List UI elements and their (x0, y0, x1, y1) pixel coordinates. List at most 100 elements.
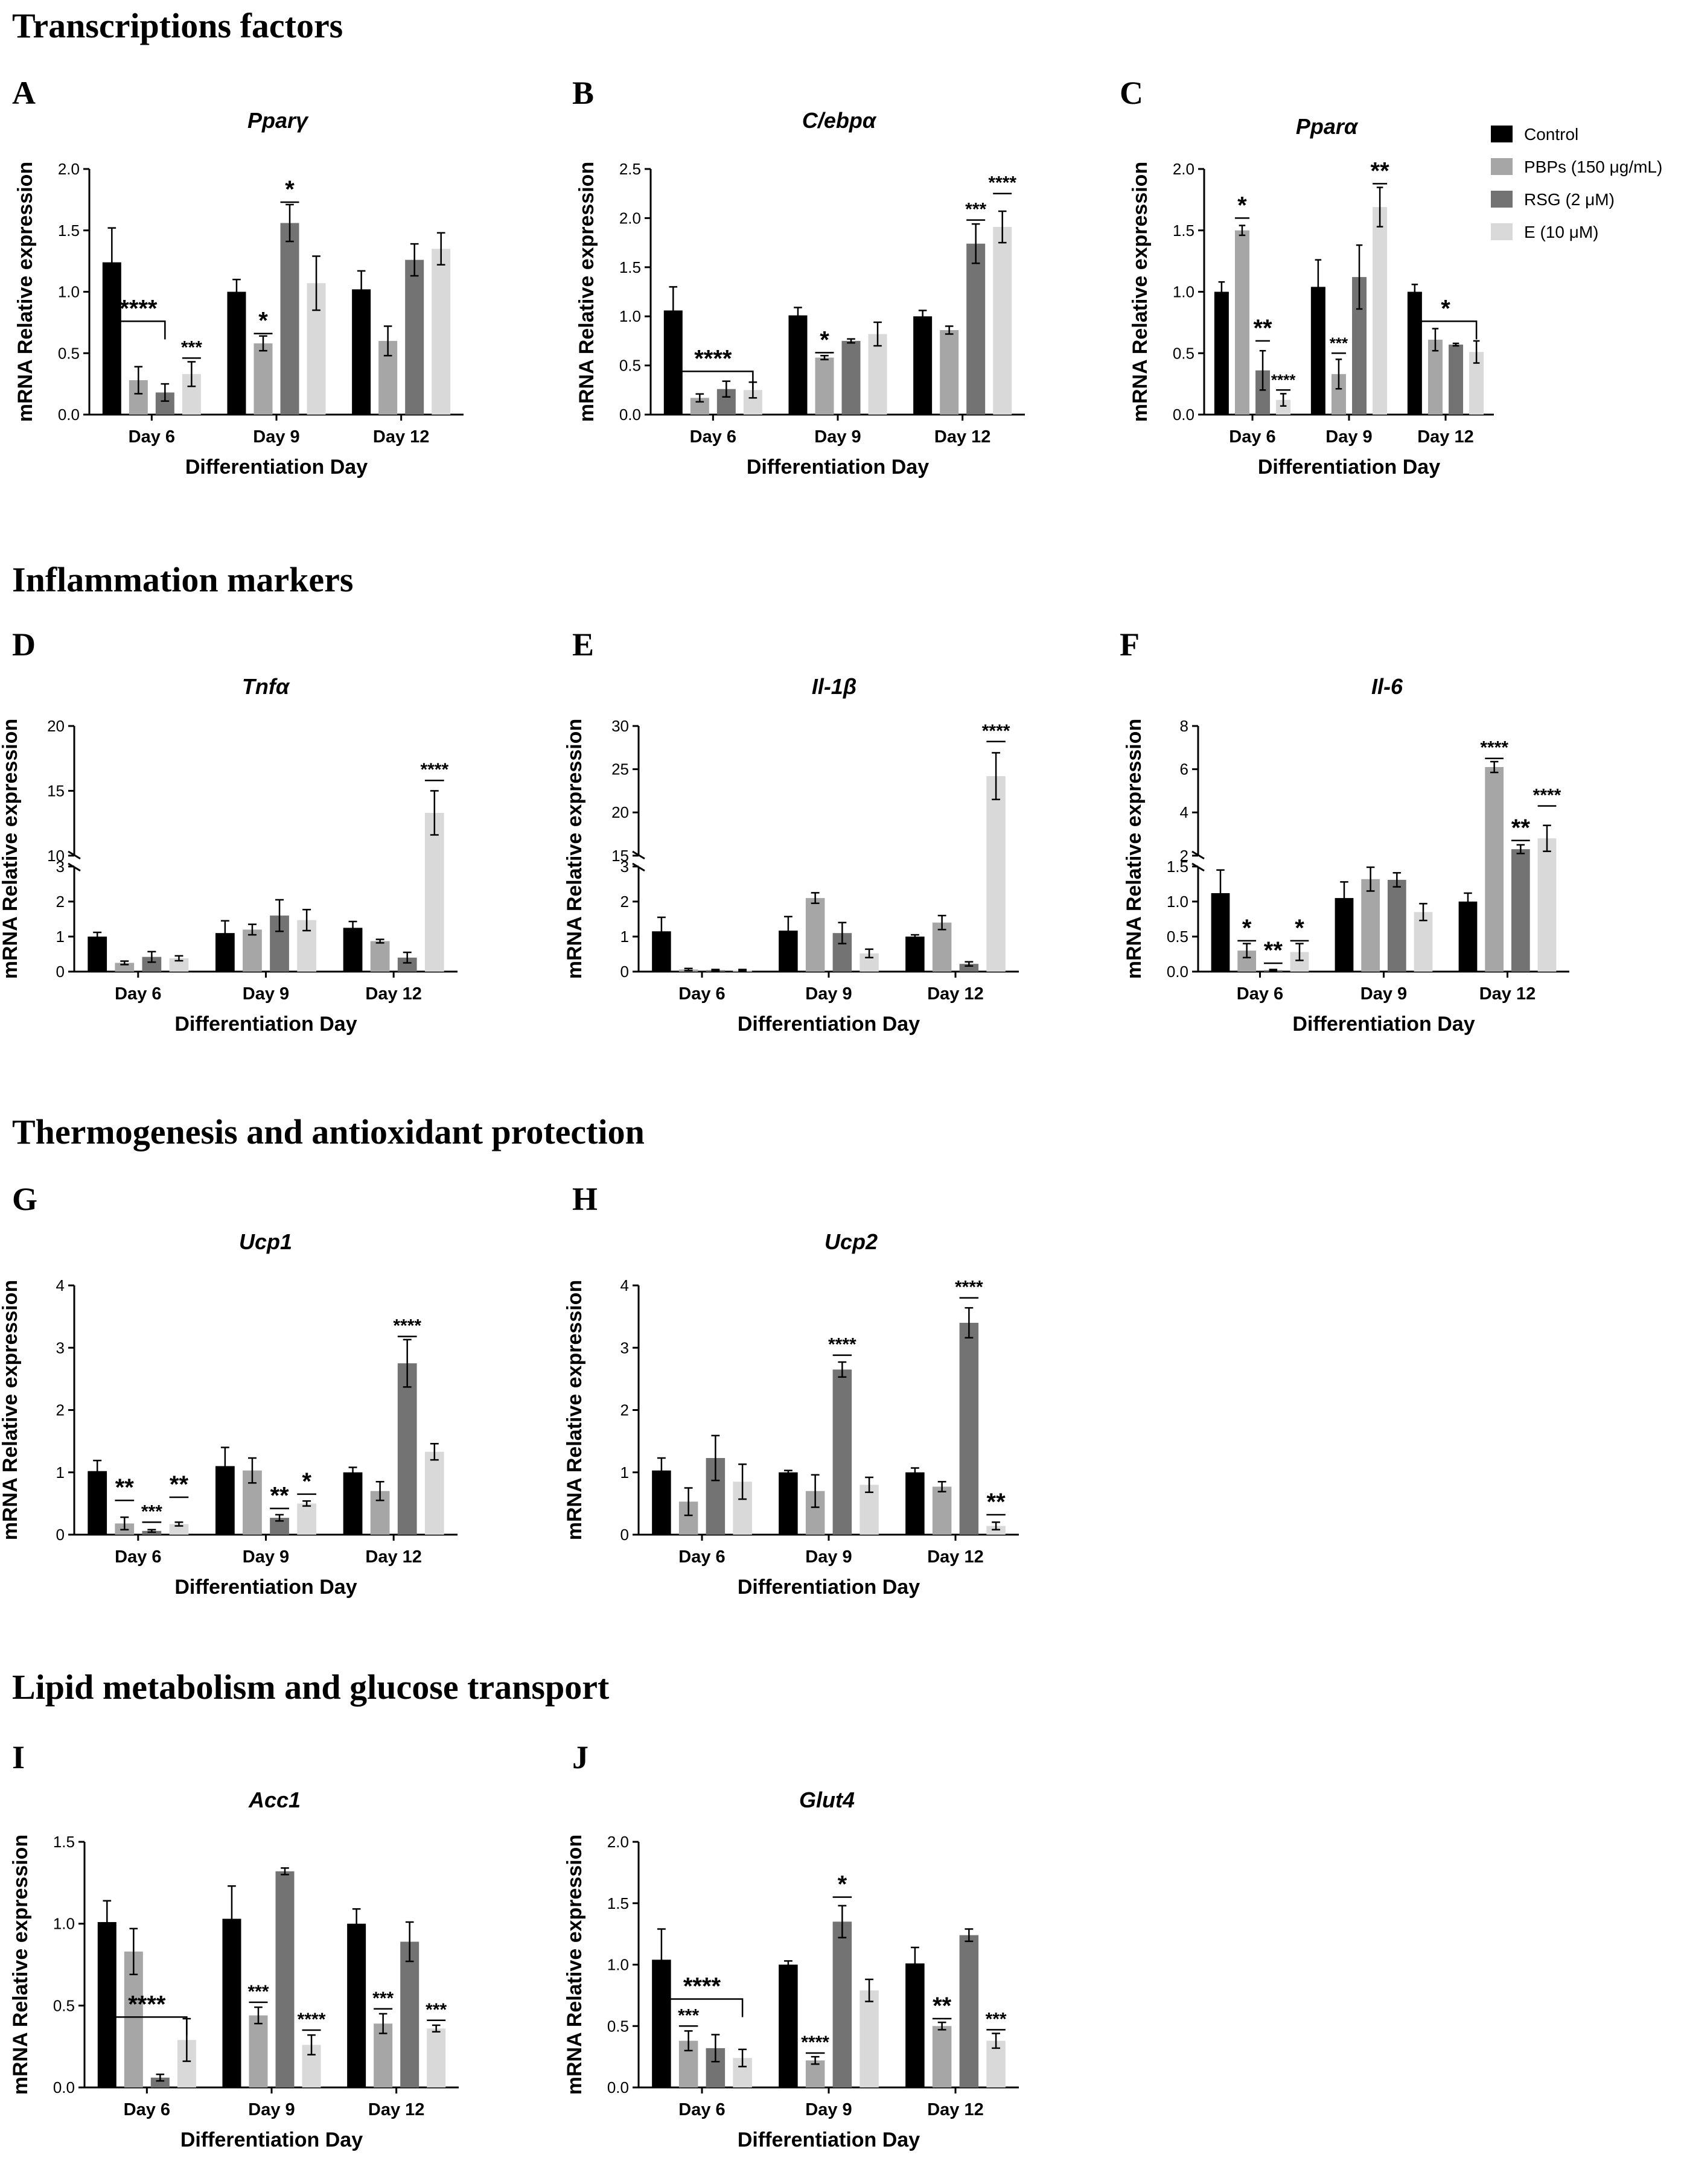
bar (243, 929, 262, 972)
significance-label: *** (141, 1501, 162, 1521)
y-tick-label: 1.5 (58, 221, 80, 240)
chart-panel-f: F Il-6 mRNA Relative expression Differentia… (1120, 626, 1569, 1036)
bar (249, 2015, 268, 2087)
y-axis-label: mRNA Relative expression (575, 162, 598, 422)
y-axis-label: mRNA Relative expression (1129, 162, 1152, 422)
y-tick-label: 2.0 (58, 160, 80, 178)
plot-title: Pparα (1296, 114, 1359, 139)
section-title-lipid: Lipid metabolism and glucose transport (12, 1667, 610, 1707)
chart-panel-c: C Pparα mRNA Relative expression Differenti… (1120, 75, 1494, 479)
x-tick-label: Day 12 (1479, 984, 1536, 1004)
significance-label: * (258, 308, 268, 334)
significance-label: **** (683, 1973, 721, 1999)
legend-swatch-pbps (1491, 158, 1513, 175)
section-title-thermogenesis: Thermogenesis and antioxidant protection (12, 1112, 645, 1151)
bar (959, 964, 979, 972)
significance-label: ** (1264, 937, 1283, 964)
panel-letter-d: D (12, 626, 36, 663)
y-axis-label: mRNA Relative expression (563, 1280, 586, 1540)
significance-label: ** (1371, 158, 1390, 184)
y-tick-label: 3 (56, 1339, 65, 1357)
significance-label: ** (987, 1489, 1006, 1515)
bar (397, 1363, 417, 1535)
panel-letter-e: E (572, 626, 594, 663)
x-tick-label: Day 12 (927, 984, 984, 1004)
x-tick-label: Day 12 (365, 1547, 422, 1567)
chart-panel-d: D Tnfα mRNA Relative expression Differentia… (0, 626, 458, 1036)
significance-label: ** (170, 1471, 189, 1498)
y-tick-label: 1.5 (607, 1894, 629, 1912)
legend-swatch-control (1491, 126, 1513, 142)
bar (860, 1485, 879, 1535)
y-tick-label: 6 (1180, 760, 1188, 778)
x-tick-label: Day 9 (1360, 984, 1407, 1004)
x-tick-label: Day 6 (1229, 427, 1275, 447)
significance-label: **** (1271, 371, 1296, 389)
significance-bracket (106, 2016, 188, 2036)
x-axis-label: Differentiation Day (1292, 1013, 1475, 1036)
y-axis-label: mRNA Relative expression (1123, 719, 1146, 979)
bar (1214, 291, 1229, 415)
x-tick-label: Day 6 (678, 1547, 725, 1567)
significance-label: **** (393, 1316, 421, 1336)
y-tick-label: 2 (1180, 847, 1188, 865)
bar (1458, 901, 1478, 972)
x-tick-label: Day 9 (814, 427, 861, 447)
x-tick-label: Day 12 (365, 984, 422, 1004)
bar (1387, 879, 1406, 972)
bar (959, 1935, 979, 2087)
y-tick-label: 0.5 (53, 1996, 75, 2014)
bar (959, 1322, 979, 1535)
y-tick-label: 1 (56, 1463, 65, 1482)
y-tick-label: 4 (620, 1276, 629, 1294)
bar (1427, 339, 1443, 415)
bar (832, 1921, 852, 2087)
bar (343, 1472, 363, 1535)
x-tick-label: Day 6 (1237, 984, 1283, 1004)
bar (400, 1941, 419, 2087)
y-tick-label: 4 (56, 1276, 65, 1294)
y-tick-label: 10 (47, 847, 65, 865)
significance-label: **** (128, 1991, 166, 2017)
x-axis-label: Differentiation Day (180, 2128, 363, 2151)
legend-swatch-rsg (1491, 191, 1513, 208)
panels: A Pparγ mRNA Relative expression Differenti… (0, 75, 1569, 2151)
significance-label: **** (828, 1335, 856, 1355)
y-tick-label: 0.0 (1167, 963, 1188, 981)
y-tick-label: 1.5 (619, 258, 641, 276)
y-tick-label: 1.0 (1173, 283, 1194, 301)
y-tick-label: 2 (620, 893, 629, 911)
x-tick-label: Day 6 (678, 984, 725, 1004)
y-tick-label: 1.5 (53, 1833, 75, 1851)
plot-title: C/ebpα (802, 108, 877, 133)
bar (397, 957, 417, 972)
panel-letter-i: I (12, 1739, 25, 1775)
bar (932, 2026, 952, 2087)
chart-panel-b: B C/ebpα mRNA Relative expression Different… (572, 75, 1025, 479)
bar (343, 928, 363, 972)
y-tick-label: 1.5 (1173, 221, 1194, 240)
y-tick-label: 2.0 (607, 1833, 629, 1851)
significance-label: **** (955, 1278, 983, 1297)
y-tick-label: 0.5 (58, 344, 80, 362)
bar (966, 243, 986, 415)
x-axis-label: Differentiation Day (185, 456, 368, 479)
bar (254, 343, 273, 415)
bar (905, 936, 925, 972)
y-tick-label: 2 (56, 1401, 65, 1419)
bar (779, 1964, 798, 2087)
y-tick-label: 2.0 (619, 209, 641, 227)
x-tick-label: Day 6 (124, 2100, 170, 2119)
x-axis-label: Differentiation Day (1258, 456, 1440, 479)
significance-label: *** (247, 1982, 269, 2002)
bar (169, 958, 189, 972)
bar (993, 227, 1012, 415)
significance-label: **** (982, 721, 1010, 741)
bar (97, 1921, 116, 2087)
y-axis-label: mRNA Relative expression (563, 719, 586, 979)
bar (347, 1923, 366, 2087)
section-title-inflammation: Inflammation markers (12, 560, 353, 599)
x-axis-label: Differentiation Day (738, 1013, 920, 1036)
x-axis-label: Differentiation Day (174, 1013, 357, 1036)
bar (805, 898, 825, 972)
